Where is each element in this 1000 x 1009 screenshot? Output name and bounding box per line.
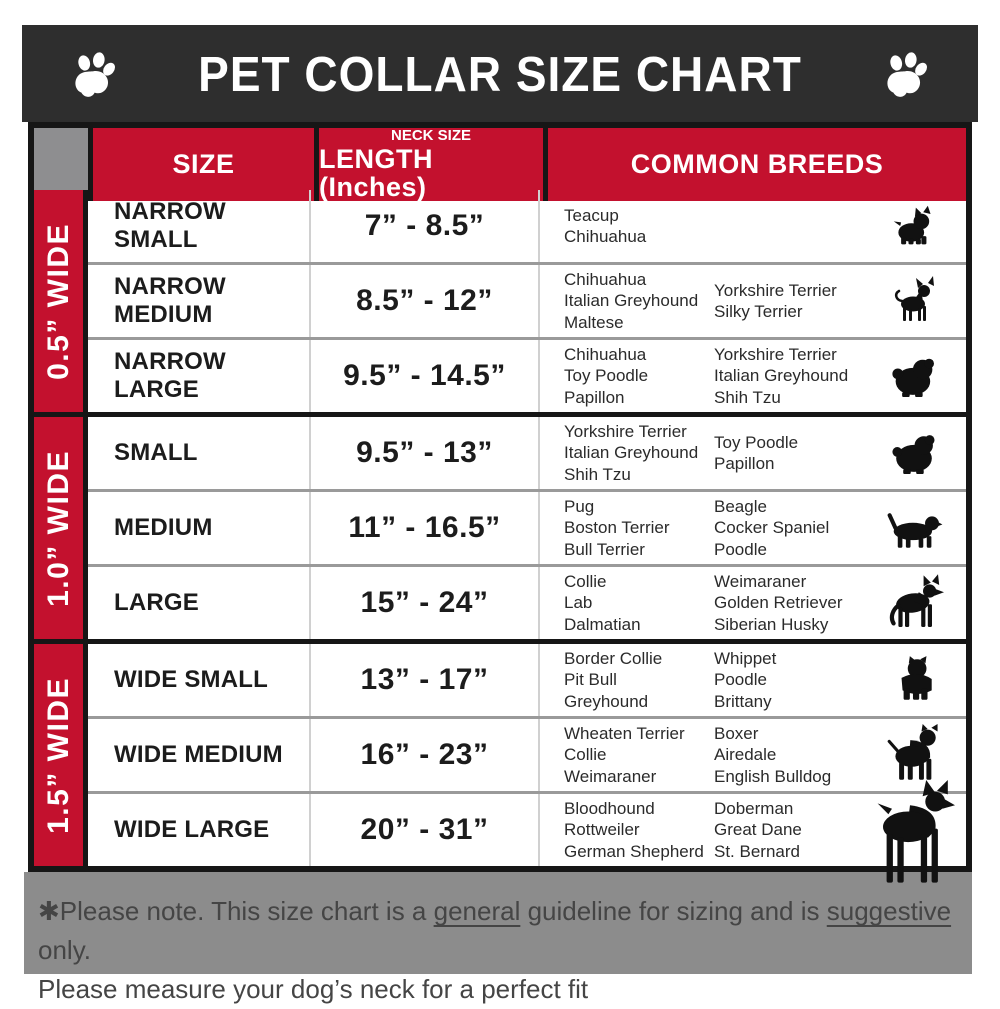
bulldog-icon [878,650,950,710]
paw-icon [75,51,115,97]
page-title: PET COLLAR SIZE CHART [198,45,802,102]
neck-length-range: 20” - 31” [309,794,538,866]
neck-length-range: 9.5” - 13” [309,417,538,489]
width-bar-label: 1.0” WIDE [41,449,75,607]
footnote-text: ✱Please note. This size chart is a [38,896,434,926]
breeds-list: Whippet Poodle Brittany [714,649,777,711]
footnote-underlined-word: suggestive [826,896,952,926]
size-name: WIDE MEDIUM [114,741,283,768]
footnote-panel: ✱Please note. This size chart is a gener… [24,872,972,1004]
pekingese-icon [878,423,950,483]
breeds-list: Weimaraner Golden Retriever Siberian Hus… [714,572,843,634]
table-row: WIDE LARGE 20” - 31” Bloodhound Rottweil… [88,780,966,883]
length-inches-label: LENGTH (Inches) [319,143,433,202]
size-name: LARGE [114,589,199,616]
breeds-list: Toy Poodle Papillon [714,432,799,473]
size-name: NARROW LARGE [114,348,226,403]
footnote-text: guideline for sizing and is [520,896,827,926]
breeds-cell: Chihuahua Toy Poodle Papillon Yorkshire … [538,340,966,412]
neck-size-label: NECK SIZE [390,127,471,144]
pit-bull-icon [878,724,950,785]
width-bar-05: 0.5” WIDE [34,190,88,412]
breeds-list: Chihuahua Toy Poodle Papillon [564,345,649,407]
width-bar-15: 1.5” WIDE [34,644,88,866]
yorkshire-terrier-icon [878,196,950,256]
breeds-list: Beagle Cocker Spaniel Poodle [714,497,830,559]
neck-length-range: 11” - 16.5” [309,492,538,564]
footnote-text: only. [38,935,91,965]
doberman-icon [862,780,958,906]
table-row: NARROW MEDIUM 8.5” - 12” Chihuahua Itali… [88,262,966,337]
footnote-line-1: ✱Please note. This size chart is a gener… [38,892,952,970]
shih-tzu-icon [878,346,950,406]
breeds-list: Yorkshire Terrier Italian Greyhound Shih… [564,422,699,484]
column-header-breeds: COMMON BREEDS [543,128,966,202]
neck-length-range: 9.5” - 14.5” [309,340,538,412]
corner-cell [34,128,93,202]
breeds-cell: Border Collie Pit Bull Greyhound Whippet… [538,644,966,716]
size-chart-table: SIZE NECK SIZE LENGTH (Inches) COMMON BR… [28,122,972,883]
paw-icon [887,51,927,97]
breeds-list: Chihuahua Italian Greyhound Maltese [564,270,699,332]
neck-length-range: 16” - 23” [309,719,538,791]
footnote-line-2: Please measure your dog’s neck for a per… [38,974,589,1004]
breeds-cell: Yorkshire Terrier Italian Greyhound Shih… [538,417,966,489]
breeds-cell: Collie Lab Dalmatian Weimaraner Golden R… [538,567,966,639]
table-row: SMALL 9.5” - 13” Yorkshire Terrier Itali… [88,417,966,489]
width-group-10: 1.0” WIDE SMALL 9.5” - 13” Yorkshire Ter… [34,412,966,639]
width-bar-10: 1.0” WIDE [34,417,88,639]
beagle-icon [878,498,950,558]
column-header-size: SIZE [93,128,314,202]
german-shepherd-icon [878,573,950,633]
size-name: WIDE LARGE [114,816,270,843]
neck-length-range: 8.5” - 12” [309,265,538,337]
breeds-list: Collie Lab Dalmatian [564,572,641,634]
breeds-cell: Bloodhound Rottweiler German Shepherd Do… [538,780,966,883]
size-name: NARROW SMALL [114,198,226,253]
table-row: WIDE MEDIUM 16” - 23” Wheaten Terrier Co… [88,716,966,791]
neck-length-range: 13” - 17” [309,644,538,716]
size-name: SMALL [114,439,198,466]
size-name: MEDIUM [114,514,213,541]
table-row: MEDIUM 11” - 16.5” Pug Boston Terrier Bu… [88,489,966,564]
width-group-15: 1.5” WIDE WIDE SMALL 13” - 17” Border Co… [34,639,966,883]
breeds-list: Pug Boston Terrier Bull Terrier [564,497,670,559]
breeds-header-label: COMMON BREEDS [630,149,884,180]
width-bar-label: 1.5” WIDE [41,676,75,834]
neck-length-range: 7” - 8.5” [309,190,538,262]
width-group-05: 0.5” WIDE NARROW SMALL 7” - 8.5” Teacup … [34,185,966,412]
breeds-list: Doberman Great Dane St. Bernard [714,799,802,861]
column-header-neck-size: NECK SIZE LENGTH (Inches) [314,127,543,202]
width-bar-label: 0.5” WIDE [41,222,75,380]
size-name: NARROW MEDIUM [114,273,226,328]
neck-length-range: 15” - 24” [309,567,538,639]
table-row: NARROW LARGE 9.5” - 14.5” Chihuahua Toy … [88,337,966,412]
breeds-cell: Teacup Chihuahua [538,190,966,262]
breeds-list: Boxer Airedale English Bulldog [714,724,832,786]
table-row: NARROW SMALL 7” - 8.5” Teacup Chihuahua [88,190,966,262]
table-row: LARGE 15” - 24” Collie Lab Dalmatian Wei… [88,564,966,639]
size-name: WIDE SMALL [114,666,268,693]
chihuahua-icon [878,271,950,331]
title-bar: PET COLLAR SIZE CHART [22,25,978,122]
breeds-cell: Wheaten Terrier Collie Weimaraner Boxer … [538,719,966,791]
table-header-row: SIZE NECK SIZE LENGTH (Inches) COMMON BR… [34,127,966,202]
breeds-list: Teacup Chihuahua [564,205,647,246]
breeds-list: Yorkshire Terrier Silky Terrier [714,280,837,321]
table-row: WIDE SMALL 13” - 17” Border Collie Pit B… [88,644,966,716]
breeds-list: Yorkshire Terrier Italian Greyhound Shih… [714,345,849,407]
breeds-list: Border Collie Pit Bull Greyhound [564,649,663,711]
size-header-label: SIZE [172,149,235,180]
breeds-cell: Chihuahua Italian Greyhound Maltese York… [538,265,966,337]
breeds-list: Wheaten Terrier Collie Weimaraner [564,724,685,786]
footnote-underlined-word: general [433,896,521,926]
breeds-list: Bloodhound Rottweiler German Shepherd [564,799,704,861]
breeds-cell: Pug Boston Terrier Bull Terrier Beagle C… [538,492,966,564]
